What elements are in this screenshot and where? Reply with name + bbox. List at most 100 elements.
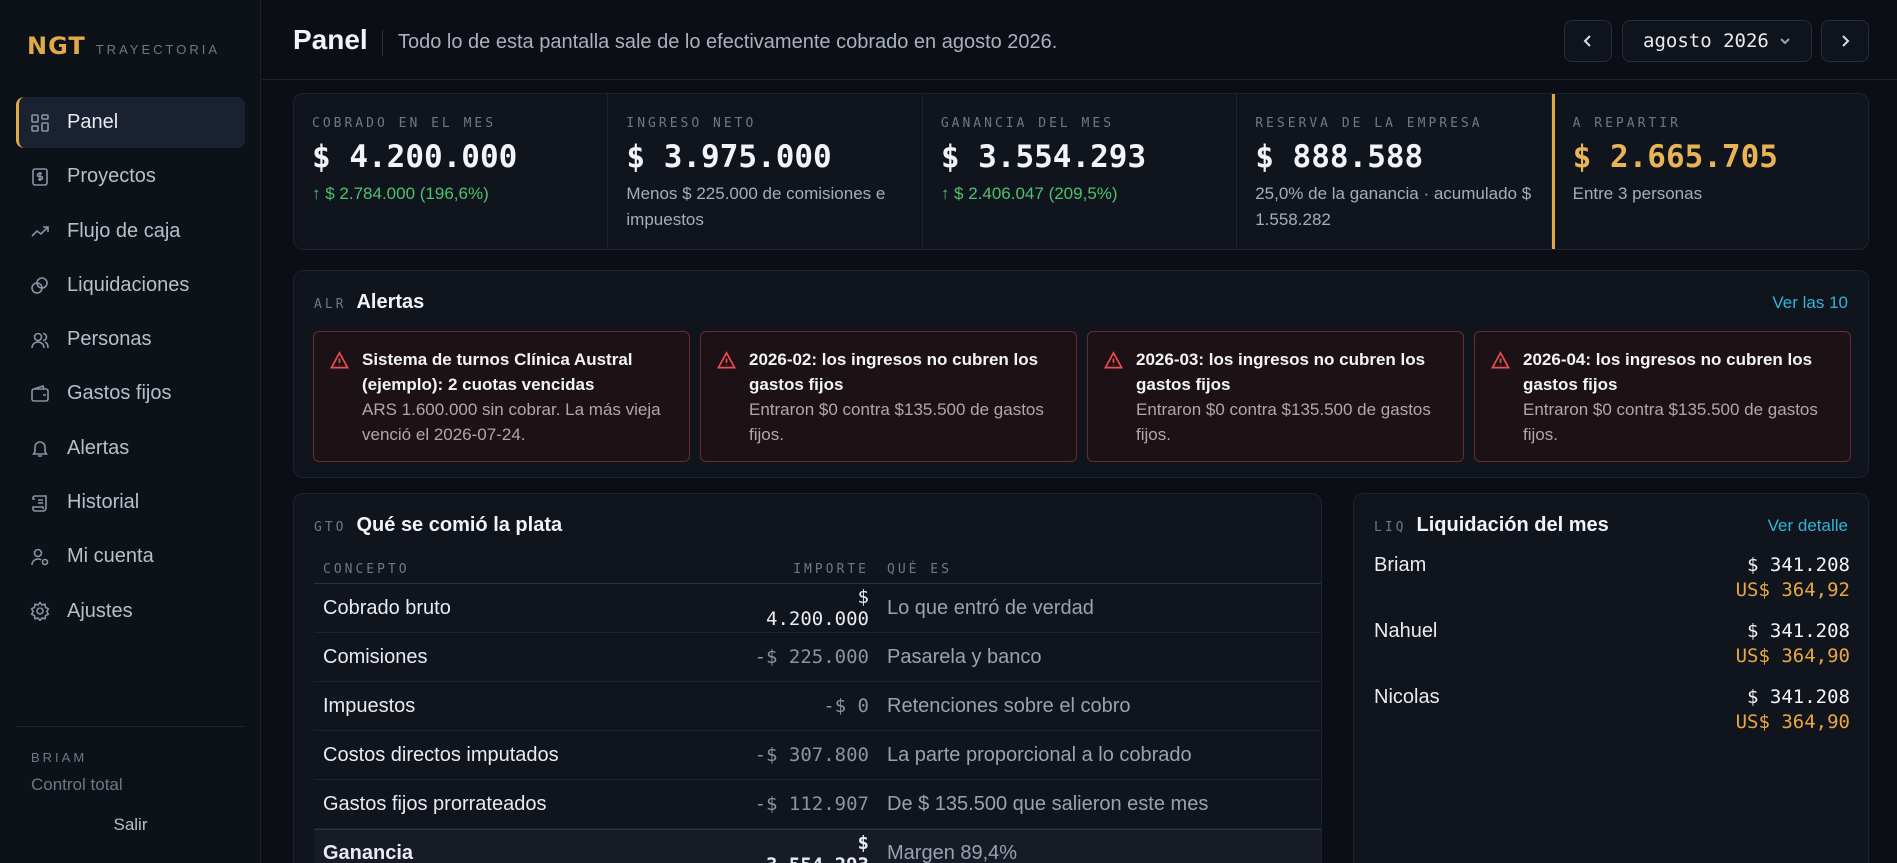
alerts-header: ALR Alertas: [314, 291, 424, 314]
breakdown-table: CONCEPTO IMPORTE QUÉ ES Cobrado bruto $ …: [314, 559, 1321, 863]
sidebar-item-personas[interactable]: Personas: [16, 314, 245, 365]
sidebar-item-label: Alertas: [67, 436, 130, 459]
sidebar-item-label: Personas: [67, 328, 152, 351]
sidebar-item-historial[interactable]: Historial: [16, 477, 245, 528]
person-name: Briam: [1374, 554, 1427, 576]
sidebar-item-proyectos[interactable]: Proyectos: [16, 151, 245, 202]
section-code: GTO: [314, 520, 347, 535]
title-divider: [382, 30, 383, 56]
view-detail-link[interactable]: Ver detalle: [1767, 516, 1848, 535]
row-concept: Gastos fijos prorrateados: [323, 792, 547, 815]
sidebar-item-label: Gastos fijos: [67, 382, 172, 405]
sidebar-item-label: Proyectos: [67, 165, 156, 188]
next-month-button[interactable]: [1821, 20, 1869, 62]
user-gear-icon: [31, 548, 49, 566]
warning-icon: [330, 351, 349, 369]
gear-icon: [30, 601, 50, 622]
row-amount: $ 3.554.293: [766, 831, 869, 863]
scroll-icon: [32, 494, 47, 512]
page-subtitle: Todo lo de esta pantalla sale de lo efec…: [398, 31, 1058, 53]
table-header: CONCEPTO IMPORTE QUÉ ES: [314, 559, 1321, 584]
logout-button[interactable]: Salir: [113, 815, 148, 834]
sidebar-item-mi-cuenta[interactable]: Mi cuenta: [16, 531, 245, 582]
kpi-value: $ 888.588: [1255, 139, 1424, 175]
kpi-label: GANANCIA DEL MES: [940, 116, 1115, 131]
row-concept: Comisiones: [323, 645, 428, 668]
kpi-ingreso-neto: INGRESO NETO $ 3.975.000 Menos $ 225.000…: [608, 94, 923, 249]
chevron-down-icon: [1780, 38, 1790, 45]
sidebar-item-liquidaciones[interactable]: Liquidaciones: [16, 260, 245, 311]
bell-icon: [31, 441, 49, 458]
grid-icon: [31, 113, 49, 132]
kpi-change: ↑ $ 2.784.000 (196,6%): [312, 184, 489, 203]
wallet-icon: [31, 384, 49, 402]
person-amounts: $ 341.208 US$ 364,90: [1736, 620, 1850, 686]
row-concept: Impuestos: [323, 694, 416, 717]
brand-subtitle: TRAYECTORIA: [95, 42, 220, 57]
alert-body: ARS 1.600.000 sin cobrar. La más vieja v…: [362, 400, 661, 444]
person-amounts: $ 341.208 US$ 364,92: [1736, 554, 1850, 620]
settlement-header: LIQ Liquidación del mes: [1374, 514, 1609, 537]
alert-card[interactable]: 2026-03: los ingresos no cubren los gast…: [1087, 331, 1464, 462]
sidebar: NGT TRAYECTORIA Panel Proyectos Flujo de…: [0, 0, 261, 863]
chevron-left-icon: [1583, 35, 1591, 47]
row-description: Margen 89,4%: [887, 842, 1018, 863]
breakdown-header: GTO Qué se comió la plata: [314, 514, 562, 537]
alert-card[interactable]: 2026-04: los ingresos no cubren los gast…: [1474, 331, 1851, 462]
row-concept: Cobrado bruto: [323, 596, 451, 619]
section-title: Liquidación del mes: [1416, 514, 1609, 536]
alert-list: Sistema de turnos Clínica Austral (ejemp…: [313, 331, 1851, 462]
sidebar-item-alertas[interactable]: Alertas: [16, 423, 245, 474]
row-concept: Ganancia: [323, 842, 414, 863]
table-row: Gastos fijos prorrateados -$ 112.907 De …: [314, 780, 1321, 829]
users-icon: [31, 332, 49, 348]
alert-title: 2026-04: los ingresos no cubren los gast…: [1523, 350, 1813, 394]
month-select[interactable]: agosto 2026: [1622, 20, 1812, 62]
column-header-amount: IMPORTE: [793, 561, 869, 577]
brand[interactable]: NGT TRAYECTORIA: [27, 32, 220, 60]
sidebar-item-label: Ajustes: [67, 599, 133, 622]
table-row: Costos directos imputados -$ 307.800 La …: [314, 731, 1321, 780]
alert-body: Entraron $0 contra $135.500 de gastos fi…: [749, 400, 1044, 444]
kpi-label: RESERVA DE LA EMPRESA: [1255, 116, 1483, 131]
sidebar-user-role: Control total: [31, 775, 123, 794]
alert-card[interactable]: 2026-02: los ingresos no cubren los gast…: [700, 331, 1077, 462]
dollar-doc-icon: [32, 167, 48, 186]
section-title: Qué se comió la plata: [356, 514, 563, 536]
sidebar-item-label: Liquidaciones: [67, 273, 190, 296]
row-amount: $ 4.200.000: [766, 586, 869, 630]
kpi-value: $ 3.975.000: [626, 139, 832, 175]
row-amount: -$ 0: [823, 695, 869, 717]
sidebar-item-label: Flujo de caja: [67, 219, 181, 242]
person-amounts: $ 341.208 US$ 364,90: [1736, 686, 1850, 752]
kpi-change: ↑ $ 2.406.047 (209,5%): [940, 184, 1118, 203]
settlement-panel: LIQ Liquidación del mes Ver detalle Bria…: [1353, 493, 1869, 863]
alert-card[interactable]: Sistema de turnos Clínica Austral (ejemp…: [313, 331, 690, 462]
column-header-what: QUÉ ES: [887, 561, 952, 577]
chevron-right-icon: [1842, 35, 1850, 47]
view-all-alerts-link[interactable]: Ver las 10: [1772, 293, 1848, 312]
sidebar-item-panel[interactable]: Panel: [16, 97, 245, 148]
alert-body: Entraron $0 contra $135.500 de gastos fi…: [1523, 400, 1818, 444]
kpi-value: $ 4.200.000: [312, 139, 518, 175]
alert-body: Entraron $0 contra $135.500 de gastos fi…: [1136, 400, 1431, 444]
kpi-note: Entre 3 personas: [1572, 184, 1703, 203]
warning-icon: [1491, 351, 1510, 369]
list-item: Briam $ 341.208 US$ 364,92: [1374, 554, 1850, 620]
page-title: Panel: [293, 24, 368, 55]
sidebar-item-flujo-de-caja[interactable]: Flujo de caja: [16, 206, 245, 257]
kpi-ganancia: GANANCIA DEL MES $ 3.554.293 ↑ $ 2.406.0…: [923, 94, 1238, 249]
person-name: Nicolas: [1374, 686, 1440, 708]
table-row: Comisiones -$ 225.000 Pasarela y banco: [314, 633, 1321, 682]
prev-month-button[interactable]: [1564, 20, 1612, 62]
list-item: Nahuel $ 341.208 US$ 364,90: [1374, 620, 1850, 686]
page-header: Panel Todo lo de esta pantalla sale de l…: [262, 0, 1897, 80]
settlement-list: Briam $ 341.208 US$ 364,92 Nahuel $ 341.…: [1374, 554, 1850, 752]
table-row: Cobrado bruto $ 4.200.000 Lo que entró d…: [314, 584, 1321, 633]
row-description: De $ 135.500 que salieron este mes: [887, 792, 1209, 815]
section-code: ALR: [314, 297, 347, 312]
amount-ars: $ 341.208: [1747, 554, 1850, 576]
sidebar-item-ajustes[interactable]: Ajustes: [16, 586, 245, 637]
person-name: Nahuel: [1374, 620, 1438, 642]
sidebar-item-gastos-fijos[interactable]: Gastos fijos: [16, 368, 245, 419]
